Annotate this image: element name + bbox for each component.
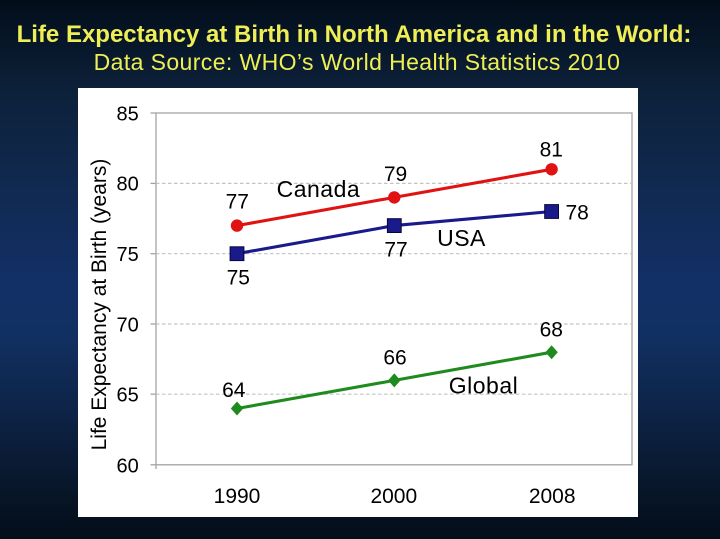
svg-text:79: 79 xyxy=(384,163,407,186)
svg-text:77: 77 xyxy=(226,190,249,213)
svg-text:68: 68 xyxy=(540,318,563,341)
svg-text:Life Expectancy at Birth (year: Life Expectancy at Birth (years) xyxy=(88,159,111,451)
svg-text:77: 77 xyxy=(384,238,407,261)
svg-text:Canada: Canada xyxy=(277,176,361,202)
svg-text:80: 80 xyxy=(117,174,139,196)
svg-text:65: 65 xyxy=(117,385,139,407)
svg-text:60: 60 xyxy=(117,456,139,478)
svg-text:2008: 2008 xyxy=(529,485,576,508)
svg-text:Global: Global xyxy=(449,373,518,399)
svg-text:70: 70 xyxy=(117,314,139,336)
svg-text:78: 78 xyxy=(566,201,589,224)
svg-text:1990: 1990 xyxy=(214,485,261,508)
svg-text:85: 85 xyxy=(117,104,139,126)
svg-text:USA: USA xyxy=(437,225,486,251)
svg-text:64: 64 xyxy=(222,379,246,402)
svg-text:75: 75 xyxy=(227,266,250,289)
svg-text:75: 75 xyxy=(117,244,139,266)
svg-text:2000: 2000 xyxy=(370,485,417,508)
svg-text:66: 66 xyxy=(383,347,406,370)
svg-text:81: 81 xyxy=(540,139,563,162)
